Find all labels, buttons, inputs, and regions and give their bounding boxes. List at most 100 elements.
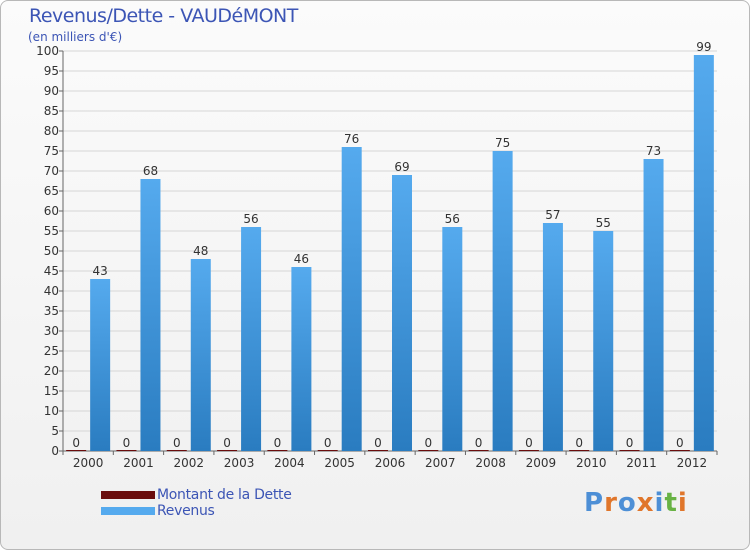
y-tick-label: 80 xyxy=(44,124,59,138)
data-label-revenus: 75 xyxy=(495,136,510,150)
bar-revenus xyxy=(190,259,211,451)
bar-revenus xyxy=(241,227,262,451)
x-tick-label: 2009 xyxy=(526,456,557,470)
y-tick-label: 45 xyxy=(44,264,59,278)
logo-letter: t xyxy=(664,488,678,518)
data-label-dette: 0 xyxy=(223,436,231,450)
data-label-revenus: 43 xyxy=(93,264,108,278)
y-tick-label: 35 xyxy=(44,304,59,318)
y-tick-label: 30 xyxy=(44,324,59,338)
logo-letter: P xyxy=(584,488,605,518)
data-label-dette: 0 xyxy=(626,436,634,450)
y-tick-label: 85 xyxy=(44,104,59,118)
y-tick-label: 60 xyxy=(44,204,59,218)
data-label-revenus: 55 xyxy=(596,216,611,230)
x-tick-label: 2012 xyxy=(677,456,708,470)
y-tick-label: 65 xyxy=(44,184,59,198)
y-tick-label: 5 xyxy=(51,424,59,438)
y-tick-label: 75 xyxy=(44,144,59,158)
logo-letter: i xyxy=(654,488,665,518)
y-tick-label: 95 xyxy=(44,64,59,78)
x-tick-label: 2007 xyxy=(425,456,456,470)
bar-dette xyxy=(619,450,640,451)
data-label-revenus: 48 xyxy=(193,244,208,258)
chart-subtitle: (en milliers d'€) xyxy=(28,30,123,44)
legend-label-dette: Montant de la Dette xyxy=(157,487,292,503)
data-label-revenus: 56 xyxy=(445,212,460,226)
bar-revenus xyxy=(643,159,664,451)
bar-dette xyxy=(518,450,539,451)
data-label-dette: 0 xyxy=(475,436,483,450)
bar-dette xyxy=(468,450,489,451)
x-tick-label: 2005 xyxy=(324,456,355,470)
data-label-dette: 0 xyxy=(575,436,583,450)
data-label-dette: 0 xyxy=(424,436,432,450)
bar-dette xyxy=(66,450,87,451)
data-label-revenus: 57 xyxy=(545,208,560,222)
data-label-revenus: 99 xyxy=(696,40,711,54)
axes: 0510152025303540455055606570758085909510… xyxy=(36,44,718,470)
data-label-revenus: 76 xyxy=(344,132,359,146)
x-tick-label: 2011 xyxy=(626,456,657,470)
bar-dette xyxy=(569,450,590,451)
bar-dette xyxy=(669,450,690,451)
legend-item-revenus: Revenus xyxy=(101,503,292,519)
data-label-revenus: 46 xyxy=(294,252,309,266)
bar-dette xyxy=(217,450,238,451)
proxiti-logo: Proxiti xyxy=(584,488,688,518)
bar-revenus xyxy=(693,55,714,451)
logo-letter: i xyxy=(677,488,688,518)
data-label-dette: 0 xyxy=(274,436,282,450)
y-tick-label: 20 xyxy=(44,364,59,378)
bar-dette xyxy=(418,450,439,451)
y-tick-label: 70 xyxy=(44,164,59,178)
bar-revenus xyxy=(341,147,362,451)
bar-dette xyxy=(267,450,288,451)
bar-dette xyxy=(116,450,137,451)
bar-revenus xyxy=(492,151,513,451)
bar-dette xyxy=(368,450,388,451)
legend-swatch-dette xyxy=(101,491,155,499)
bar-dette xyxy=(317,450,338,451)
data-label-dette: 0 xyxy=(525,436,533,450)
logo-letter: r xyxy=(604,488,618,518)
x-tick-label: 2008 xyxy=(475,456,506,470)
x-tick-label: 2010 xyxy=(576,456,607,470)
legend-swatch-revenus xyxy=(101,507,155,515)
x-tick-label: 2006 xyxy=(375,456,406,470)
data-label-revenus: 73 xyxy=(646,144,661,158)
y-tick-label: 90 xyxy=(44,84,59,98)
data-label-dette: 0 xyxy=(676,436,684,450)
data-labels: 0 43 0 68 0 48 0 56 0 46 0 76 0 69 0 56 0 75 0 57 0 55 0 73 0 99 xyxy=(72,40,711,450)
x-tick-label: 2001 xyxy=(123,456,154,470)
bar-revenus xyxy=(593,231,614,451)
data-label-revenus: 56 xyxy=(243,212,258,226)
bar-revenus xyxy=(90,279,111,451)
legend: Montant de la Dette Revenus xyxy=(101,487,292,519)
y-tick-label: 40 xyxy=(44,284,59,298)
bar-revenus xyxy=(291,267,312,451)
data-label-dette: 0 xyxy=(72,436,80,450)
bar-revenus xyxy=(542,223,563,451)
data-label-dette: 0 xyxy=(324,436,332,450)
data-label-revenus: 69 xyxy=(394,160,409,174)
data-label-dette: 0 xyxy=(374,436,382,450)
bar-revenus xyxy=(392,175,412,451)
bar-revenus xyxy=(140,179,161,451)
y-tick-label: 0 xyxy=(51,444,59,458)
bar-dette xyxy=(166,450,187,451)
legend-item-dette: Montant de la Dette xyxy=(101,487,292,503)
data-label-dette: 0 xyxy=(173,436,181,450)
y-tick-label: 25 xyxy=(44,344,59,358)
y-tick-label: 10 xyxy=(44,404,59,418)
chart-title: Revenus/Dette - VAUDéMONT xyxy=(29,5,298,27)
grid-lines xyxy=(63,50,717,452)
x-tick-label: 2000 xyxy=(73,456,104,470)
y-tick-label: 55 xyxy=(44,224,59,238)
data-label-dette: 0 xyxy=(123,436,131,450)
legend-label-revenus: Revenus xyxy=(157,503,215,519)
y-tick-label: 50 xyxy=(44,244,59,258)
logo-letter: x xyxy=(636,488,655,518)
